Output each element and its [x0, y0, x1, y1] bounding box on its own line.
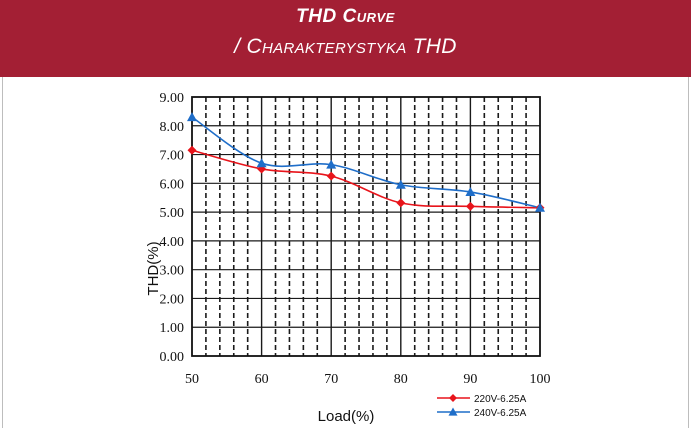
x-axis-label: Load(%) — [318, 408, 375, 425]
data-point-240V-6.25A — [465, 186, 476, 196]
y-tick-label: 4.00 — [160, 235, 185, 250]
series-line-220V-6.25A — [191, 149, 541, 209]
data-point-240V-6.25A — [187, 112, 197, 122]
chart-axes — [191, 96, 541, 357]
y-tick-label: 5.00 — [160, 206, 185, 221]
frame-left-border — [2, 77, 3, 428]
y-axis-label: THD(%) — [145, 241, 162, 295]
chart-subtitle: / Charakterystyka THD — [234, 35, 457, 58]
x-tick-label: 80 — [394, 372, 408, 387]
y-tick-label: 6.00 — [160, 177, 185, 192]
data-point-220V-6.25A — [187, 145, 197, 155]
data-point-220V-6.25A — [326, 171, 336, 181]
series-markers — [187, 112, 545, 213]
x-tick-label: 70 — [324, 372, 338, 387]
data-point-240V-6.25A — [326, 159, 337, 169]
frame-right-border — [688, 77, 689, 428]
x-tick-label: 60 — [255, 372, 269, 387]
y-tick-label: 8.00 — [160, 120, 185, 135]
y-tick-label: 0.00 — [160, 350, 185, 365]
x-tick-label: 90 — [463, 372, 477, 387]
x-tick-label: 50 — [185, 372, 199, 387]
legend-label-220V-6.25A: 220V-6.25A — [474, 394, 527, 405]
series-line-240V-6.25A — [191, 116, 541, 209]
legend-label-240V-6.25A: 240V-6.25A — [474, 408, 527, 419]
series-lines — [191, 116, 541, 209]
plot-frame — [191, 96, 541, 357]
y-tick-label: 1.00 — [160, 321, 185, 336]
y-tick-label: 7.00 — [160, 149, 185, 164]
data-point-240V-6.25A — [256, 158, 267, 168]
chart-grid — [192, 97, 540, 356]
legend-marker-240V-6.25A — [448, 407, 458, 416]
y-tick-labels: 0.00 1.00 2.00 3.00 4.00 5.00 6.00 7.00 8.00 9.00 — [160, 91, 185, 365]
data-point-240V-6.25A — [395, 179, 406, 189]
y-tick-label: 9.00 — [160, 91, 185, 106]
y-tick-label: 2.00 — [160, 292, 185, 307]
x-tick-labels: 50 60 70 80 90 100 — [185, 372, 551, 387]
y-tick-label: 3.00 — [160, 264, 185, 279]
data-point-240V-6.25A — [535, 202, 545, 212]
data-point-220V-6.25A — [465, 201, 475, 211]
chart-title: THD Curve — [296, 6, 395, 27]
data-point-220V-6.25A — [396, 198, 406, 208]
x-tick-label: 100 — [530, 372, 551, 387]
legend-marker-220V-6.25A — [449, 394, 457, 402]
chart-legend: 220V-6.25A 240V-6.25A — [437, 394, 527, 419]
title-banner: THD Curve / Charakterystyka THD — [0, 0, 691, 77]
